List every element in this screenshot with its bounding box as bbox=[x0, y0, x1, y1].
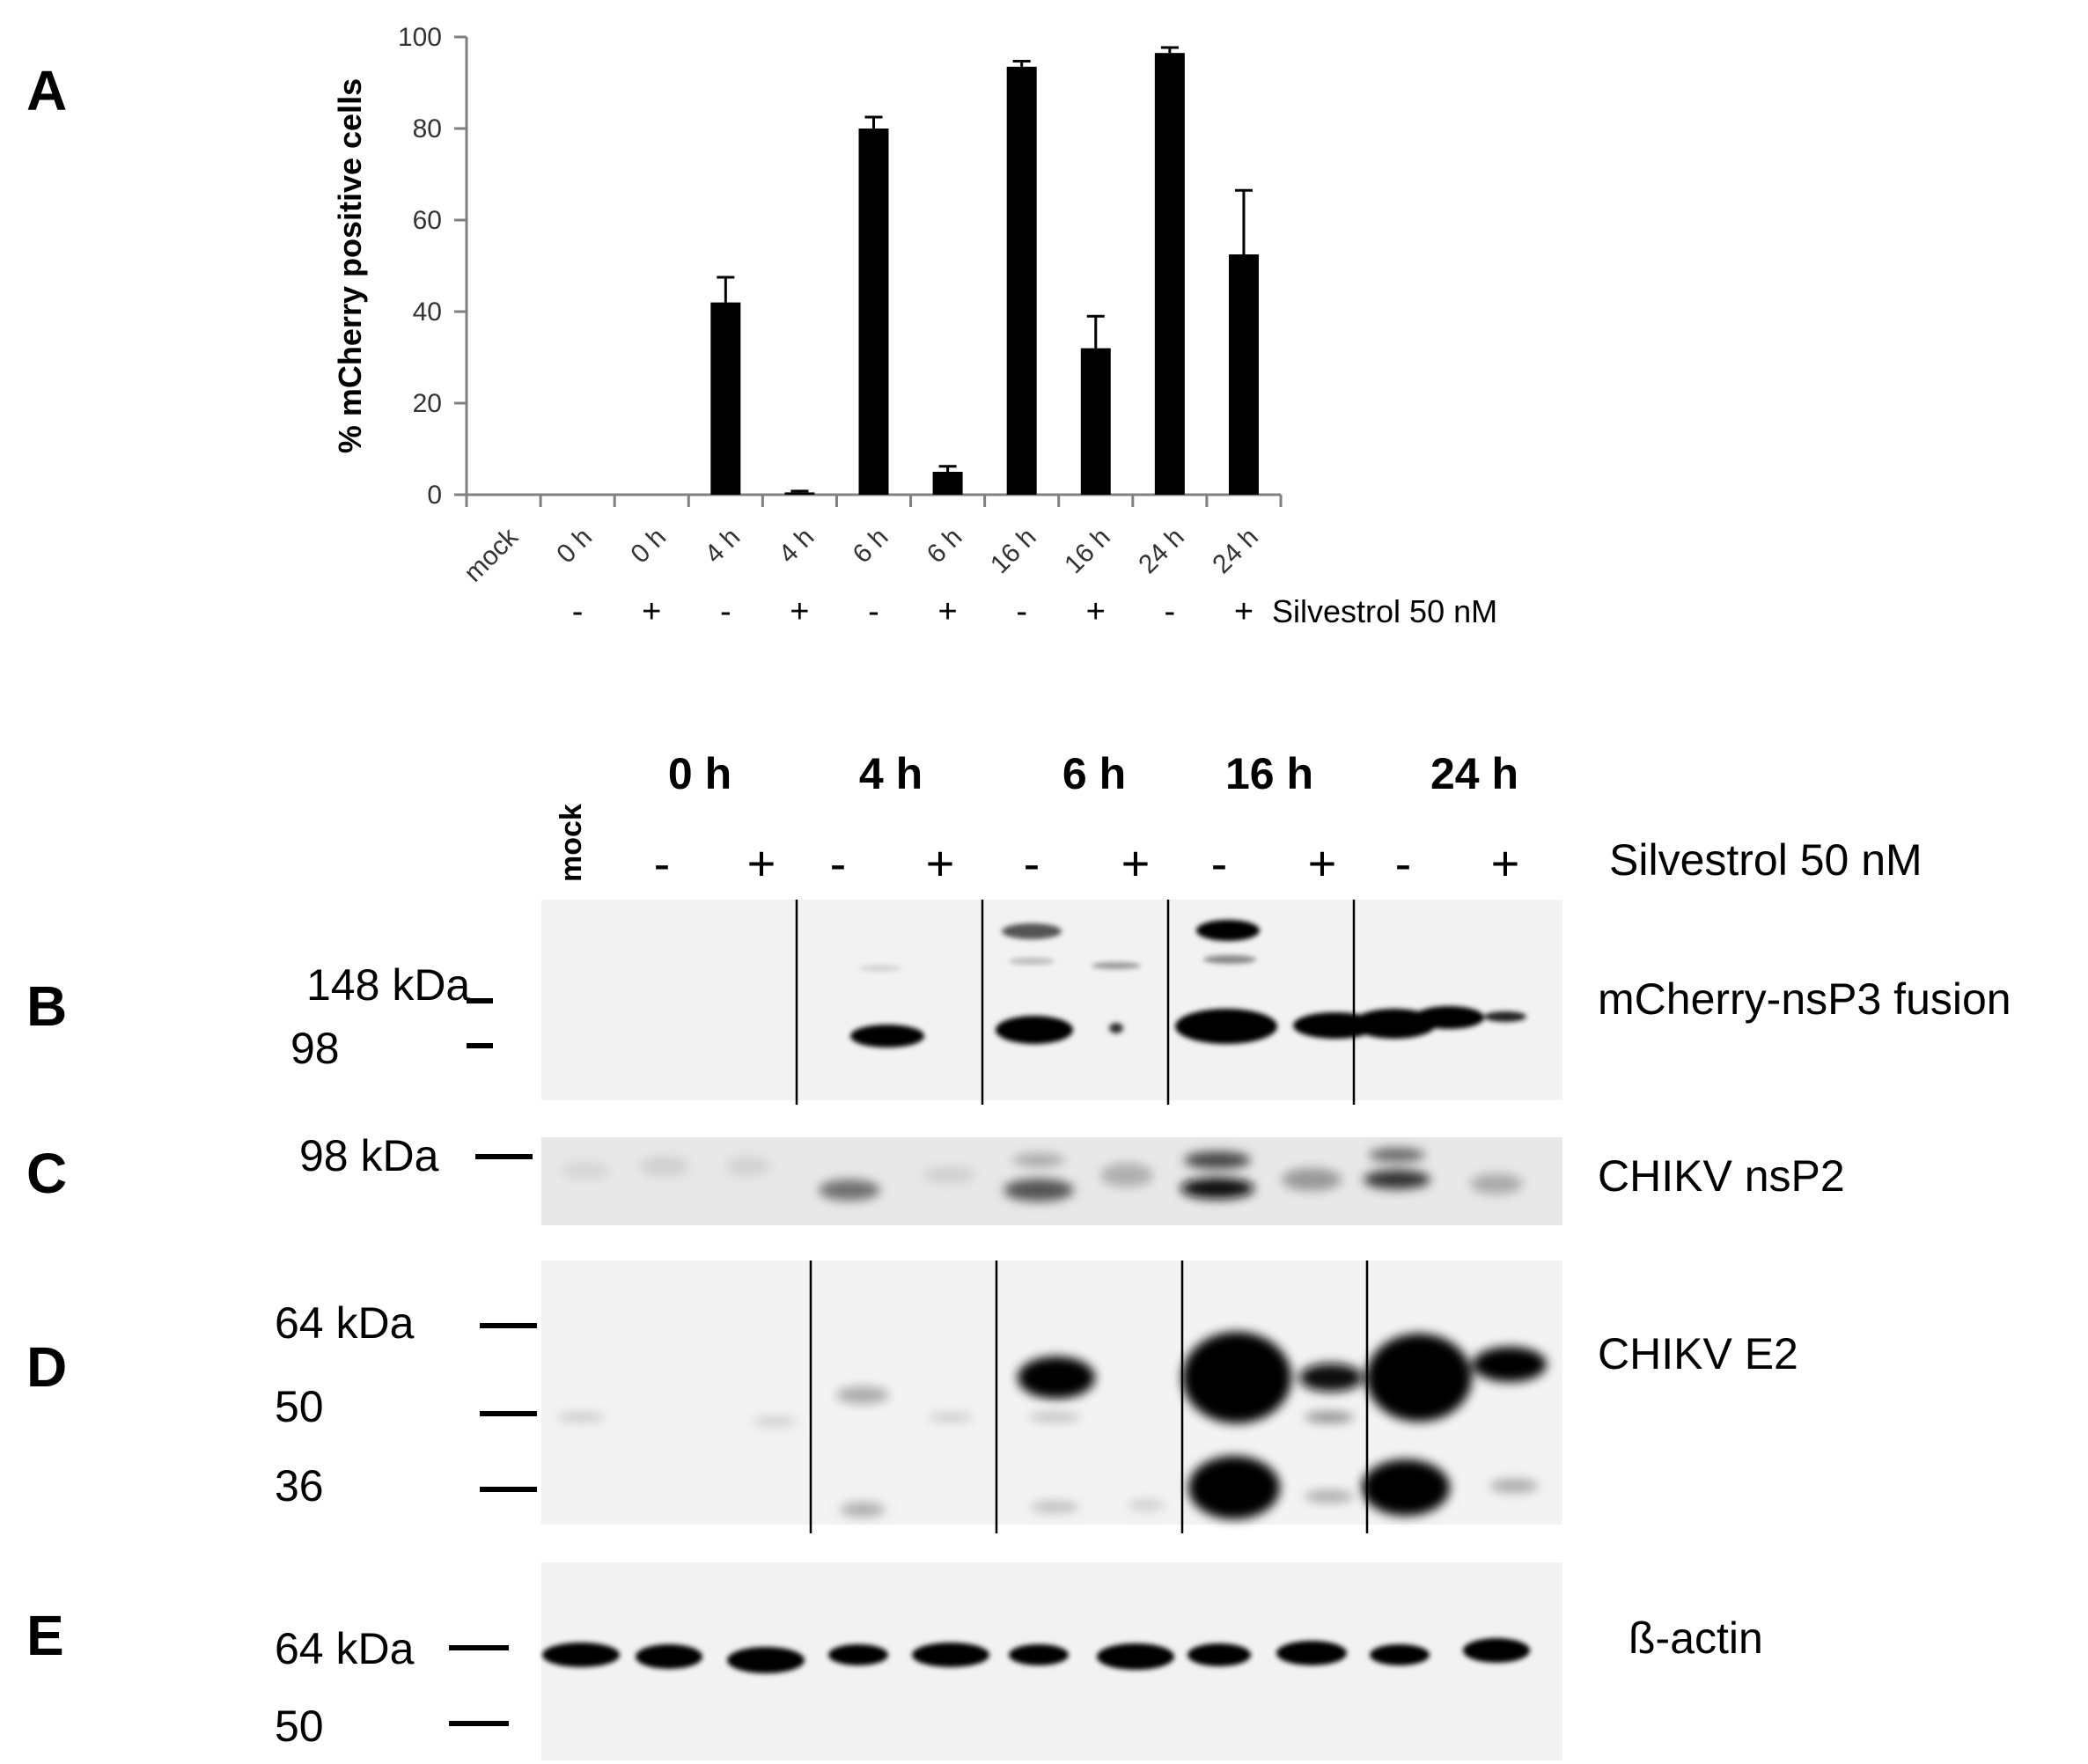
marker-148kda: 148 kDa bbox=[306, 960, 470, 1010]
panel-label-c: C bbox=[26, 1142, 67, 1205]
blot-treatment-sign: + bbox=[1491, 835, 1520, 891]
marker-50-d: 50 bbox=[275, 1382, 324, 1431]
treatment-sign: - bbox=[1016, 593, 1027, 630]
treatment-sign: + bbox=[1234, 593, 1254, 630]
x-tick-label: 24 h bbox=[1207, 523, 1264, 580]
band bbox=[850, 920, 1526, 1047]
marker-50-e: 50 bbox=[275, 1702, 324, 1751]
panel-label-e: E bbox=[26, 1604, 64, 1667]
blot-panel-e: 64 kDa 50 ß-actin bbox=[275, 1562, 1763, 1760]
bar bbox=[1006, 66, 1037, 496]
panel-label-d: D bbox=[26, 1335, 67, 1399]
blot-treatment-sign: - bbox=[1211, 835, 1228, 891]
treatment-sign: + bbox=[790, 593, 809, 630]
blot-panel-c: 98 kDa CHIKV nsP2 bbox=[299, 1131, 1845, 1225]
y-tick-label: 80 bbox=[413, 114, 442, 143]
bar-chart: 0 20 40 60 80 100 mock 0 h 0 h 4 h 4 h 6 h 6 h 16 h 1… bbox=[332, 23, 1497, 630]
x-tick-label: 0 h bbox=[551, 523, 598, 570]
antibody-label-c: CHIKV nsP2 bbox=[1598, 1151, 1845, 1201]
antibody-label-d: CHIKV E2 bbox=[1598, 1329, 1798, 1378]
blot-treatment-sign: + bbox=[926, 835, 955, 891]
x-tick-label: mock bbox=[459, 522, 525, 588]
time-header-6h: 6 h bbox=[1062, 749, 1126, 798]
band bbox=[542, 1638, 1530, 1673]
y-tick-label: 40 bbox=[413, 298, 442, 327]
x-tick-label: 24 h bbox=[1133, 523, 1190, 580]
blot-treatment-sign: + bbox=[1308, 835, 1337, 891]
band bbox=[556, 1332, 1547, 1519]
treatment-sign: + bbox=[642, 593, 661, 630]
marker-98: 98 bbox=[290, 1024, 340, 1073]
bar bbox=[858, 129, 889, 495]
time-header-0h: 0 h bbox=[668, 749, 732, 798]
x-tick-label: 4 h bbox=[774, 523, 820, 570]
blot-treatment-sign: - bbox=[654, 835, 671, 891]
blot-header: 0 h 4 h 6 h 16 h 24 h mock - + - + - + - + - + Si… bbox=[555, 749, 1923, 891]
bar bbox=[932, 472, 963, 495]
blot-treatment-sign: - bbox=[830, 835, 847, 891]
marker-36-d: 36 bbox=[275, 1461, 324, 1510]
blot-treatment-sign: + bbox=[1121, 835, 1151, 891]
antibody-label-b: mCherry-nsP3 fusion bbox=[1598, 974, 2011, 1024]
x-tick-label: 0 h bbox=[625, 523, 672, 570]
treatment-sign: - bbox=[720, 593, 732, 630]
blot-panel-d: 64 kDa 50 36 CHIKV E2 bbox=[275, 1261, 1798, 1533]
treatment-sign: - bbox=[868, 593, 879, 630]
panel-label-b: B bbox=[26, 974, 67, 1038]
treatment-sign: + bbox=[1086, 593, 1106, 630]
bar bbox=[1228, 254, 1259, 495]
x-tick-label: 4 h bbox=[699, 523, 746, 570]
x-tick-label: 16 h bbox=[1059, 523, 1116, 580]
time-header-16h: 16 h bbox=[1225, 749, 1313, 798]
blot-treatment-sign: + bbox=[747, 835, 776, 891]
marker-98kda-c: 98 kDa bbox=[299, 1131, 439, 1180]
time-header-4h: 4 h bbox=[859, 749, 923, 798]
band bbox=[561, 1148, 1523, 1202]
time-header-24h: 24 h bbox=[1430, 749, 1518, 798]
bar bbox=[710, 302, 741, 495]
x-tick-label: 6 h bbox=[922, 523, 968, 570]
x-tick-label: 6 h bbox=[848, 523, 894, 570]
bar bbox=[1154, 53, 1185, 495]
mock-lane-label: mock bbox=[555, 804, 588, 882]
blot-panel-b: 148 kDa 98 mCherry-nsP3 fusion bbox=[290, 900, 2011, 1105]
y-tick-label: 0 bbox=[427, 481, 442, 510]
bar bbox=[784, 492, 815, 495]
blot-treatment-label: Silvestrol 50 nM bbox=[1609, 835, 1923, 885]
chart-treatment-label: Silvestrol 50 nM bbox=[1272, 593, 1497, 629]
x-tick-label: 16 h bbox=[985, 523, 1042, 580]
y-tick-label: 100 bbox=[398, 23, 442, 52]
marker-64kda-d: 64 kDa bbox=[275, 1298, 415, 1348]
y-axis-label: % mCherry positive cells bbox=[332, 78, 368, 453]
blot-treatment-sign: - bbox=[1024, 835, 1040, 891]
treatment-sign: - bbox=[572, 593, 584, 630]
antibody-label-e: ß-actin bbox=[1628, 1613, 1763, 1663]
y-tick-label: 20 bbox=[413, 389, 442, 418]
panel-label-a: A bbox=[26, 59, 67, 122]
bar bbox=[1080, 348, 1111, 495]
y-tick-label: 60 bbox=[413, 206, 442, 235]
marker-64kda-e: 64 kDa bbox=[275, 1624, 415, 1673]
blot-treatment-sign: - bbox=[1395, 835, 1412, 891]
treatment-sign: - bbox=[1165, 593, 1176, 630]
treatment-sign: + bbox=[937, 593, 957, 630]
